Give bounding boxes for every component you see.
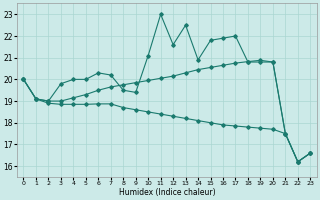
X-axis label: Humidex (Indice chaleur): Humidex (Indice chaleur) xyxy=(119,188,215,197)
